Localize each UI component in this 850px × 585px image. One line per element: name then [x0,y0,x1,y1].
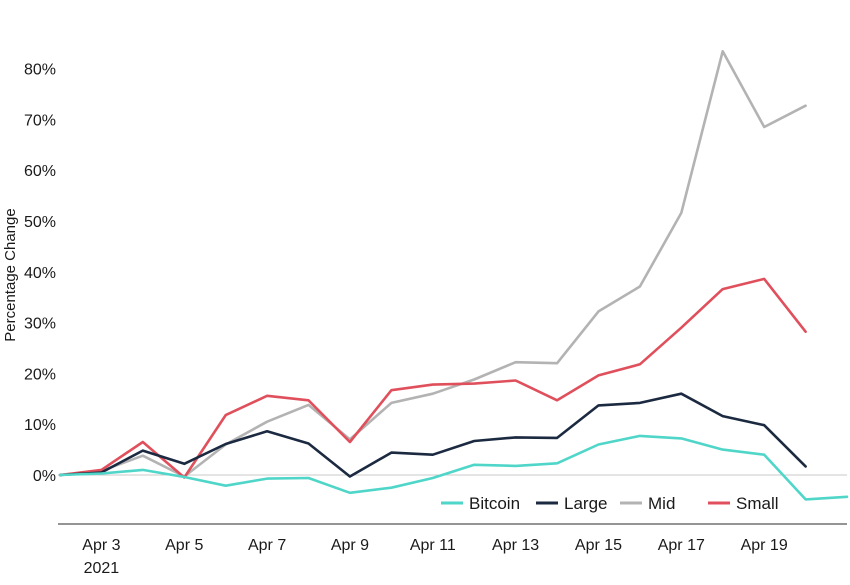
x-tick-label: Apr 7 [248,537,286,554]
legend-label-bitcoin: Bitcoin [469,494,520,513]
x-tick-label: Apr 13 [492,537,539,554]
y-tick-label: 0% [33,468,56,485]
x-tick-sublabel: 2021 [84,560,120,577]
y-axis-ticks: 0% 10% 20% 30% 40% 50% 60% 70% 80% [24,62,56,485]
x-tick-label: Apr 19 [741,537,788,554]
legend: Bitcoin Large Mid Small [441,494,779,513]
legend-label-small: Small [736,494,779,513]
series-line-small [58,277,807,479]
y-tick-label: 60% [24,163,56,180]
y-tick-label: 30% [24,316,56,333]
x-tick-label: Apr 17 [658,537,705,554]
x-tick-label: Apr 5 [165,537,203,554]
x-tick-label: Apr 3 [82,537,120,554]
x-axis-ticks: Apr 3 2021 Apr 5 Apr 7 Apr 9 Apr 11 Apr 13 Apr … [82,537,788,577]
y-tick-label: 80% [24,62,56,79]
y-tick-label: 20% [24,366,56,383]
y-tick-label: 50% [24,214,56,231]
series-line-bitcoin [58,434,849,501]
y-axis-label: Percentage Change [2,208,19,341]
y-tick-label: 10% [24,417,56,434]
y-tick-label: 40% [24,265,56,282]
x-tick-label: Apr 15 [575,537,622,554]
series-lines [58,49,849,501]
x-tick-label: Apr 11 [410,537,456,554]
series-line-large [58,392,807,478]
legend-label-large: Large [564,494,607,513]
y-tick-label: 70% [24,112,56,129]
legend-label-mid: Mid [648,494,675,513]
series-line-mid [58,49,807,478]
x-tick-label: Apr 9 [331,537,369,554]
